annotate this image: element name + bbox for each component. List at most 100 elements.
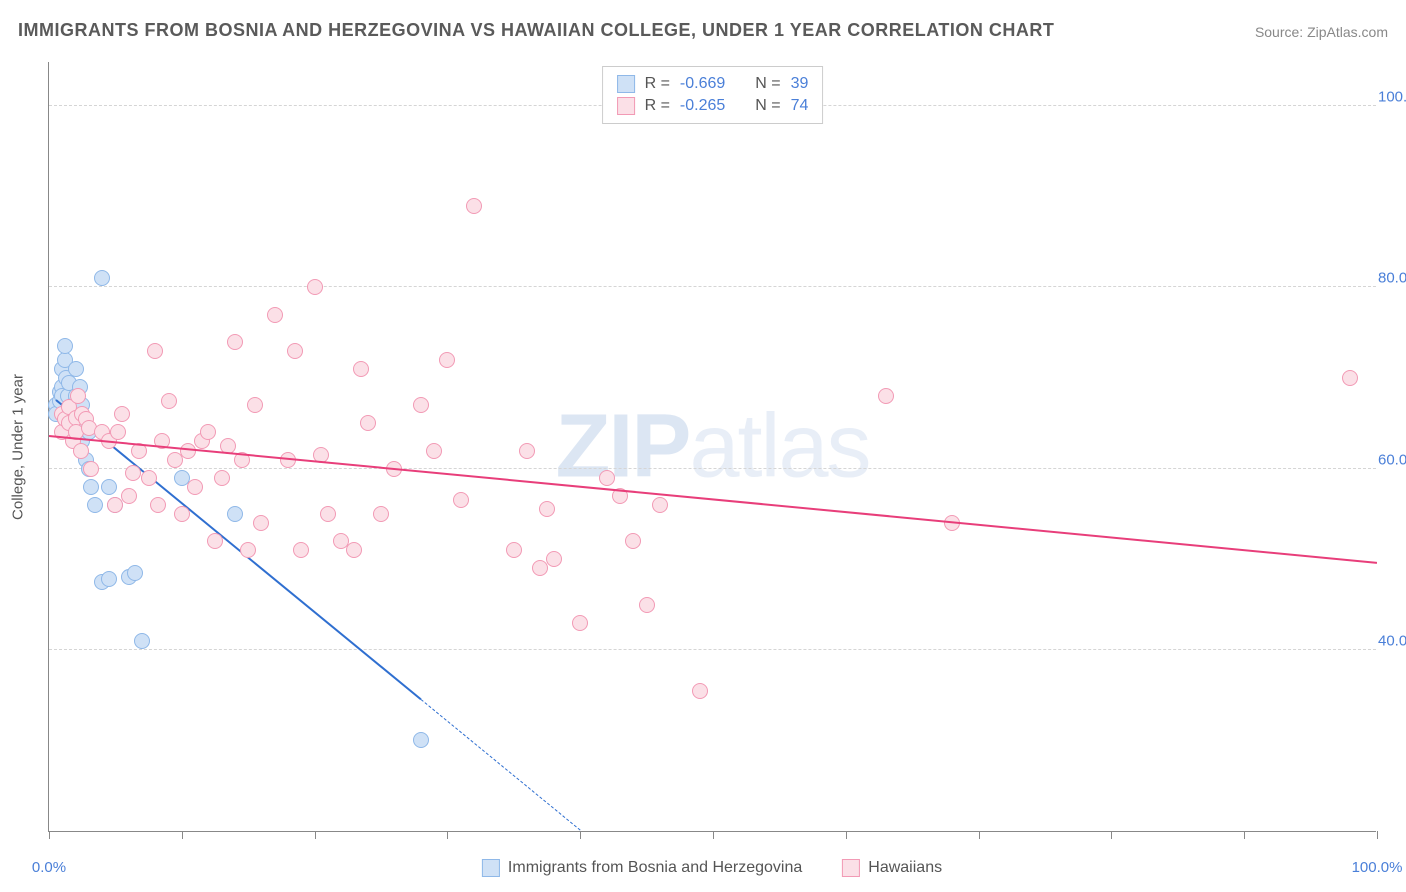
n-label-bosnia: N = xyxy=(755,75,780,93)
data-point xyxy=(227,506,243,522)
data-point xyxy=(539,501,555,517)
chart-title: IMMIGRANTS FROM BOSNIA AND HERZEGOVINA V… xyxy=(18,20,1054,41)
data-point xyxy=(87,497,103,513)
data-point xyxy=(127,565,143,581)
data-point xyxy=(1342,370,1358,386)
legend-swatch-bosnia xyxy=(617,75,635,93)
watermark-bold: ZIP xyxy=(555,396,689,496)
data-point xyxy=(247,397,263,413)
data-point xyxy=(68,361,84,377)
gridline xyxy=(49,468,1376,469)
data-point xyxy=(639,597,655,613)
data-point xyxy=(94,270,110,286)
n-value-hawaiians: 74 xyxy=(791,97,809,115)
x-tick xyxy=(447,831,448,839)
data-point xyxy=(360,415,376,431)
data-point xyxy=(73,443,89,459)
data-point xyxy=(692,683,708,699)
data-point xyxy=(652,497,668,513)
data-point xyxy=(506,542,522,558)
data-point xyxy=(307,279,323,295)
data-point xyxy=(187,479,203,495)
x-tick xyxy=(49,831,50,839)
x-tick xyxy=(846,831,847,839)
n-label-hawaiians: N = xyxy=(755,97,780,115)
data-point xyxy=(426,443,442,459)
r-value-bosnia: -0.669 xyxy=(680,75,725,93)
data-point xyxy=(121,488,137,504)
data-point xyxy=(214,470,230,486)
x-tick-label: 100.0% xyxy=(1352,859,1403,876)
x-tick xyxy=(713,831,714,839)
data-point xyxy=(599,470,615,486)
data-point xyxy=(70,388,86,404)
legend-label-bosnia: Immigrants from Bosnia and Herzegovina xyxy=(508,859,802,877)
data-point xyxy=(114,406,130,422)
series-legend: Immigrants from Bosnia and Herzegovina H… xyxy=(482,859,942,877)
x-tick xyxy=(182,831,183,839)
data-point xyxy=(293,542,309,558)
y-tick-label: 100.0% xyxy=(1378,89,1406,106)
data-point xyxy=(240,542,256,558)
r-label-bosnia: R = xyxy=(645,75,670,93)
source-label: Source: ZipAtlas.com xyxy=(1255,24,1388,40)
data-point xyxy=(110,424,126,440)
data-point xyxy=(287,343,303,359)
legend-swatch-hawaiians xyxy=(617,97,635,115)
data-point xyxy=(125,465,141,481)
gridline xyxy=(49,286,1376,287)
data-point xyxy=(83,461,99,477)
plot-area: ZIPatlas R = -0.669 N = 39 R = -0.265 N … xyxy=(48,62,1376,832)
plot-wrapper: College, Under 1 year ZIPatlas R = -0.66… xyxy=(48,62,1376,832)
y-tick-label: 40.0% xyxy=(1378,632,1406,649)
data-point xyxy=(227,334,243,350)
r-label-hawaiians: R = xyxy=(645,97,670,115)
data-point xyxy=(353,361,369,377)
data-point xyxy=(150,497,166,513)
data-point xyxy=(413,397,429,413)
y-tick-label: 60.0% xyxy=(1378,451,1406,468)
data-point xyxy=(57,338,73,354)
data-point xyxy=(147,343,163,359)
data-point xyxy=(141,470,157,486)
correlation-legend: R = -0.669 N = 39 R = -0.265 N = 74 xyxy=(602,66,824,124)
r-value-hawaiians: -0.265 xyxy=(680,97,725,115)
data-point xyxy=(200,424,216,440)
legend-label-hawaiians: Hawaiians xyxy=(868,859,942,877)
data-point xyxy=(453,492,469,508)
gridline xyxy=(49,649,1376,650)
data-point xyxy=(519,443,535,459)
legend-swatch-hawaiians-2 xyxy=(842,859,860,877)
n-value-bosnia: 39 xyxy=(791,75,809,93)
data-point xyxy=(320,506,336,522)
data-point xyxy=(413,732,429,748)
legend-item-hawaiians: Hawaiians xyxy=(842,859,942,877)
trend-line xyxy=(421,699,581,830)
data-point xyxy=(625,533,641,549)
legend-item-bosnia: Immigrants from Bosnia and Herzegovina xyxy=(482,859,802,877)
data-point xyxy=(346,542,362,558)
data-point xyxy=(134,633,150,649)
x-tick xyxy=(1111,831,1112,839)
data-point xyxy=(83,479,99,495)
y-tick-label: 80.0% xyxy=(1378,270,1406,287)
data-point xyxy=(373,506,389,522)
data-point xyxy=(174,506,190,522)
y-axis-title: College, Under 1 year xyxy=(10,374,27,520)
data-point xyxy=(546,551,562,567)
legend-swatch-bosnia-2 xyxy=(482,859,500,877)
data-point xyxy=(878,388,894,404)
legend-row-bosnia: R = -0.669 N = 39 xyxy=(617,73,809,95)
x-tick xyxy=(580,831,581,839)
data-point xyxy=(572,615,588,631)
data-point xyxy=(161,393,177,409)
data-point xyxy=(101,571,117,587)
data-point xyxy=(253,515,269,531)
x-tick xyxy=(979,831,980,839)
x-tick xyxy=(1377,831,1378,839)
data-point xyxy=(466,198,482,214)
data-point xyxy=(207,533,223,549)
x-tick-label: 0.0% xyxy=(32,859,66,876)
x-tick xyxy=(315,831,316,839)
x-tick xyxy=(1244,831,1245,839)
